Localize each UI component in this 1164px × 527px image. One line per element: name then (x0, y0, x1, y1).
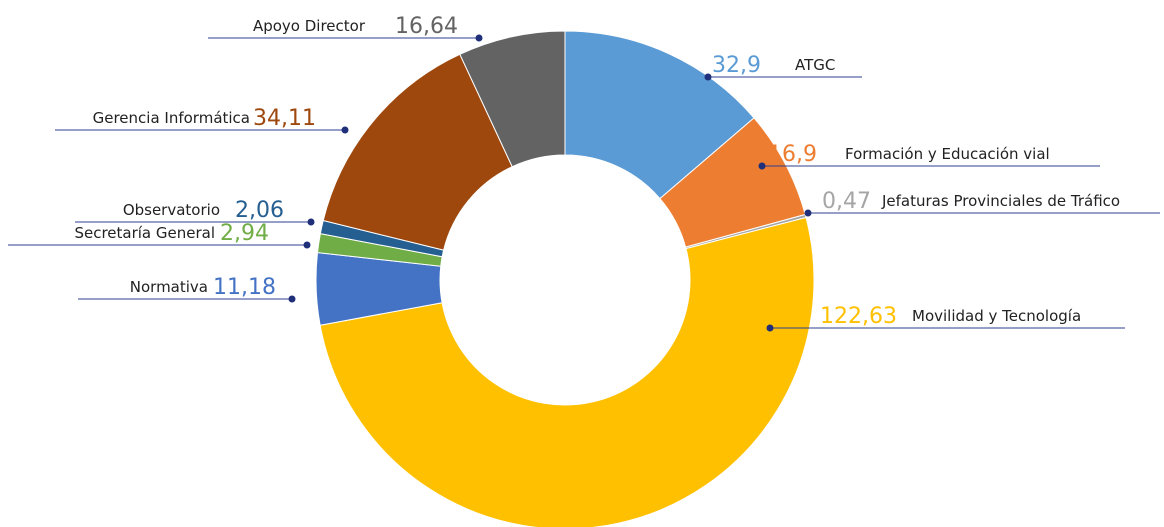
category-label: Gerencia Informática (93, 109, 250, 127)
leader-dot (766, 324, 774, 332)
leader-dot (804, 209, 812, 217)
category-label: Secretaría General (74, 224, 215, 242)
leader-dot (341, 126, 349, 134)
donut-slice (322, 53, 513, 251)
value-label: 16,64 (395, 14, 458, 39)
category-label: Normativa (130, 278, 208, 296)
value-label: 32,9 (712, 53, 761, 78)
category-label: Apoyo Director (253, 17, 366, 35)
donut-slice (459, 30, 566, 168)
category-label: Formación y Educación vial (845, 145, 1050, 163)
leader-dot (475, 34, 483, 42)
leader-dot (307, 218, 315, 226)
category-label: Movilidad y Tecnología (912, 307, 1081, 325)
leader-dot (758, 162, 766, 170)
donut-slice (564, 30, 755, 200)
value-label: 122,63 (820, 304, 897, 329)
leader-dot (288, 295, 296, 303)
leader-dot (303, 241, 311, 249)
value-label: 11,18 (213, 275, 276, 300)
category-label: Observatorio (123, 201, 220, 219)
leader-dot (704, 73, 712, 81)
value-label: 2,06 (235, 198, 284, 223)
value-label: 16,9 (768, 142, 817, 167)
value-label: 2,94 (220, 221, 269, 246)
category-label: Jefaturas Provinciales de Tráfico (881, 192, 1120, 210)
donut-slice (319, 216, 815, 527)
category-label: ATGC (795, 56, 835, 74)
value-label: 0,47 (822, 189, 871, 214)
value-label: 34,11 (253, 106, 316, 131)
